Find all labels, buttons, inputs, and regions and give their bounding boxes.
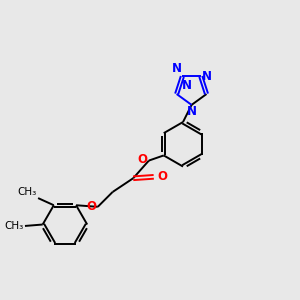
Text: O: O bbox=[158, 170, 167, 183]
Text: O: O bbox=[87, 200, 97, 213]
Text: N: N bbox=[187, 105, 196, 118]
Text: N: N bbox=[172, 62, 182, 75]
Text: CH₃: CH₃ bbox=[17, 187, 37, 197]
Text: N: N bbox=[182, 79, 192, 92]
Text: O: O bbox=[138, 154, 148, 166]
Text: N: N bbox=[202, 70, 212, 83]
Text: CH₃: CH₃ bbox=[4, 221, 23, 231]
